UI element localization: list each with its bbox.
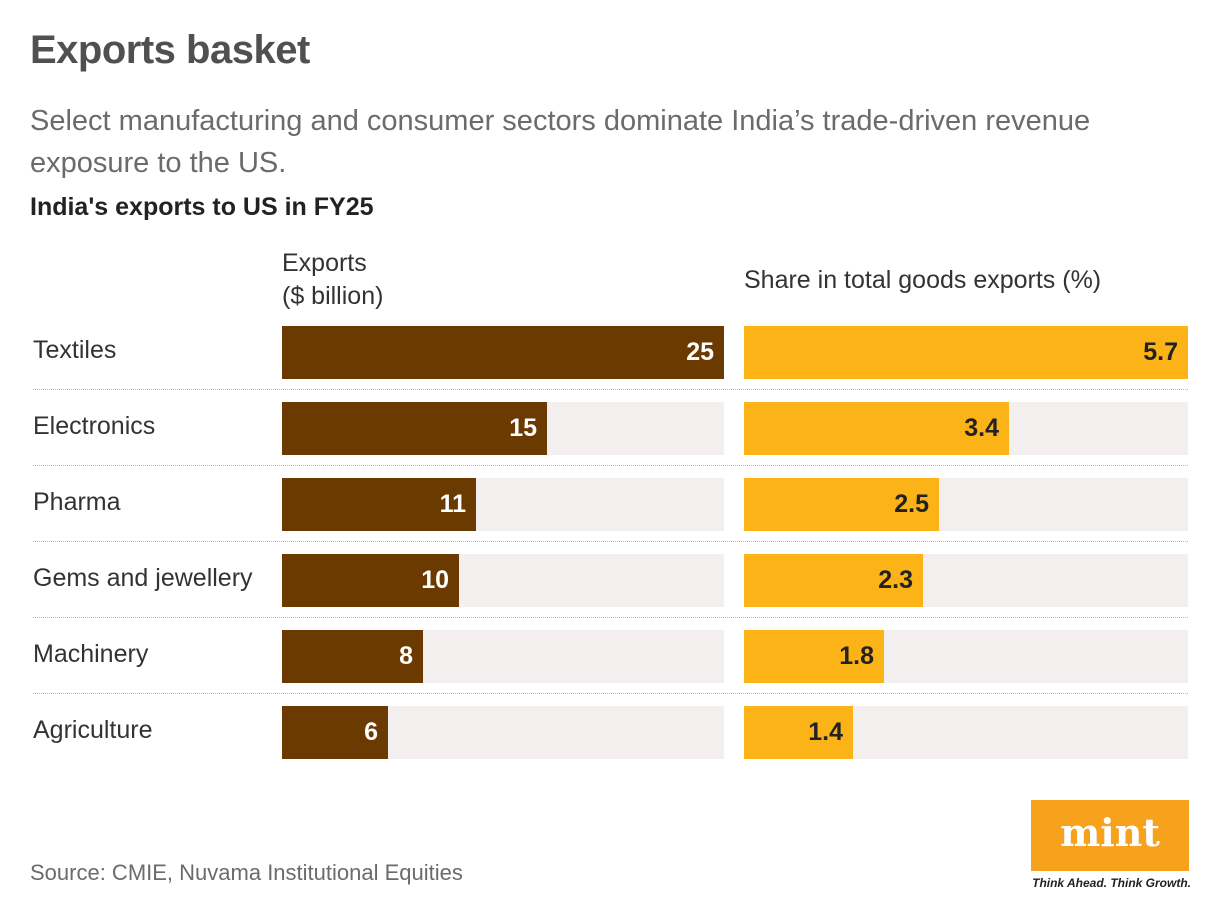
share-bar (744, 402, 1009, 455)
share-value-label: 3.4 (964, 414, 999, 442)
category-label: Gems and jewellery (33, 564, 253, 592)
share-value-label: 1.8 (839, 642, 874, 670)
exports-value-label: 10 (421, 566, 449, 594)
logo-text: mint (1060, 810, 1160, 855)
category-label: Pharma (33, 488, 121, 516)
exports-value-label: 15 (509, 414, 537, 442)
share-bar-track: 2.5 (744, 478, 1188, 531)
category-label: Textiles (33, 336, 117, 364)
mint-logo: mint (1031, 800, 1189, 871)
source-note: Source: CMIE, Nuvama Institutional Equit… (30, 860, 463, 885)
chart-row: Textiles 25 5.7 (0, 326, 1220, 402)
row-separator (33, 389, 1188, 390)
exports-header-line2: ($ billion) (282, 282, 384, 310)
exports-value-label: 25 (686, 338, 714, 366)
share-value-label: 2.3 (878, 566, 913, 594)
share-bar (744, 706, 853, 759)
chart-row: Pharma 11 2.5 (0, 478, 1220, 554)
exports-bar-track: 8 (282, 630, 724, 683)
share-column-header: Share in total goods exports (%) (744, 266, 1102, 294)
exports-value-label: 11 (439, 490, 466, 518)
exports-bar (282, 630, 423, 683)
exports-value-label: 6 (364, 718, 378, 746)
share-bar (744, 630, 884, 683)
page-title: Exports basket (30, 28, 310, 72)
chart-row: Agriculture 6 1.4 (0, 706, 1220, 782)
category-label: Machinery (33, 640, 149, 668)
chart-title: India's exports to US in FY25 (30, 193, 374, 221)
row-separator (33, 465, 1188, 466)
exports-value-label: 8 (399, 642, 413, 670)
share-bar (744, 478, 939, 531)
exports-bar (282, 402, 547, 455)
share-value-label: 5.7 (1143, 338, 1178, 366)
row-separator (33, 693, 1188, 694)
exports-bar-track: 6 (282, 706, 724, 759)
row-separator (33, 541, 1188, 542)
exports-bar (282, 706, 388, 759)
exports-bar (282, 478, 476, 531)
exports-bar-track: 25 (282, 326, 724, 379)
chart-row: Machinery 8 1.8 (0, 630, 1220, 706)
exports-bar-track: 11 (282, 478, 724, 531)
exports-bar-track: 15 (282, 402, 724, 455)
exports-header-line1: Exports (282, 249, 367, 277)
share-bar (744, 326, 1188, 379)
category-label: Electronics (33, 412, 156, 440)
share-bar-track: 1.8 (744, 630, 1188, 683)
share-bar-track: 5.7 (744, 326, 1188, 379)
exports-bar (282, 554, 459, 607)
exports-column-header: Exports ($ billion) (282, 247, 383, 313)
share-bar-track: 3.4 (744, 402, 1188, 455)
exports-bar (282, 326, 724, 379)
category-label: Agriculture (33, 716, 153, 744)
chart-row: Gems and jewellery 10 2.3 (0, 554, 1220, 630)
share-value-label: 1.4 (808, 718, 843, 746)
share-bar-track: 1.4 (744, 706, 1188, 759)
share-bar (744, 554, 923, 607)
logo-tagline: Think Ahead. Think Growth. (1032, 876, 1191, 890)
share-value-label: 2.5 (894, 490, 929, 518)
exports-bar-track: 10 (282, 554, 724, 607)
share-bar-track: 2.3 (744, 554, 1188, 607)
row-separator (33, 617, 1188, 618)
chart-row: Electronics 15 3.4 (0, 402, 1220, 478)
page-subtitle: Select manufacturing and consumer sector… (30, 105, 1091, 179)
